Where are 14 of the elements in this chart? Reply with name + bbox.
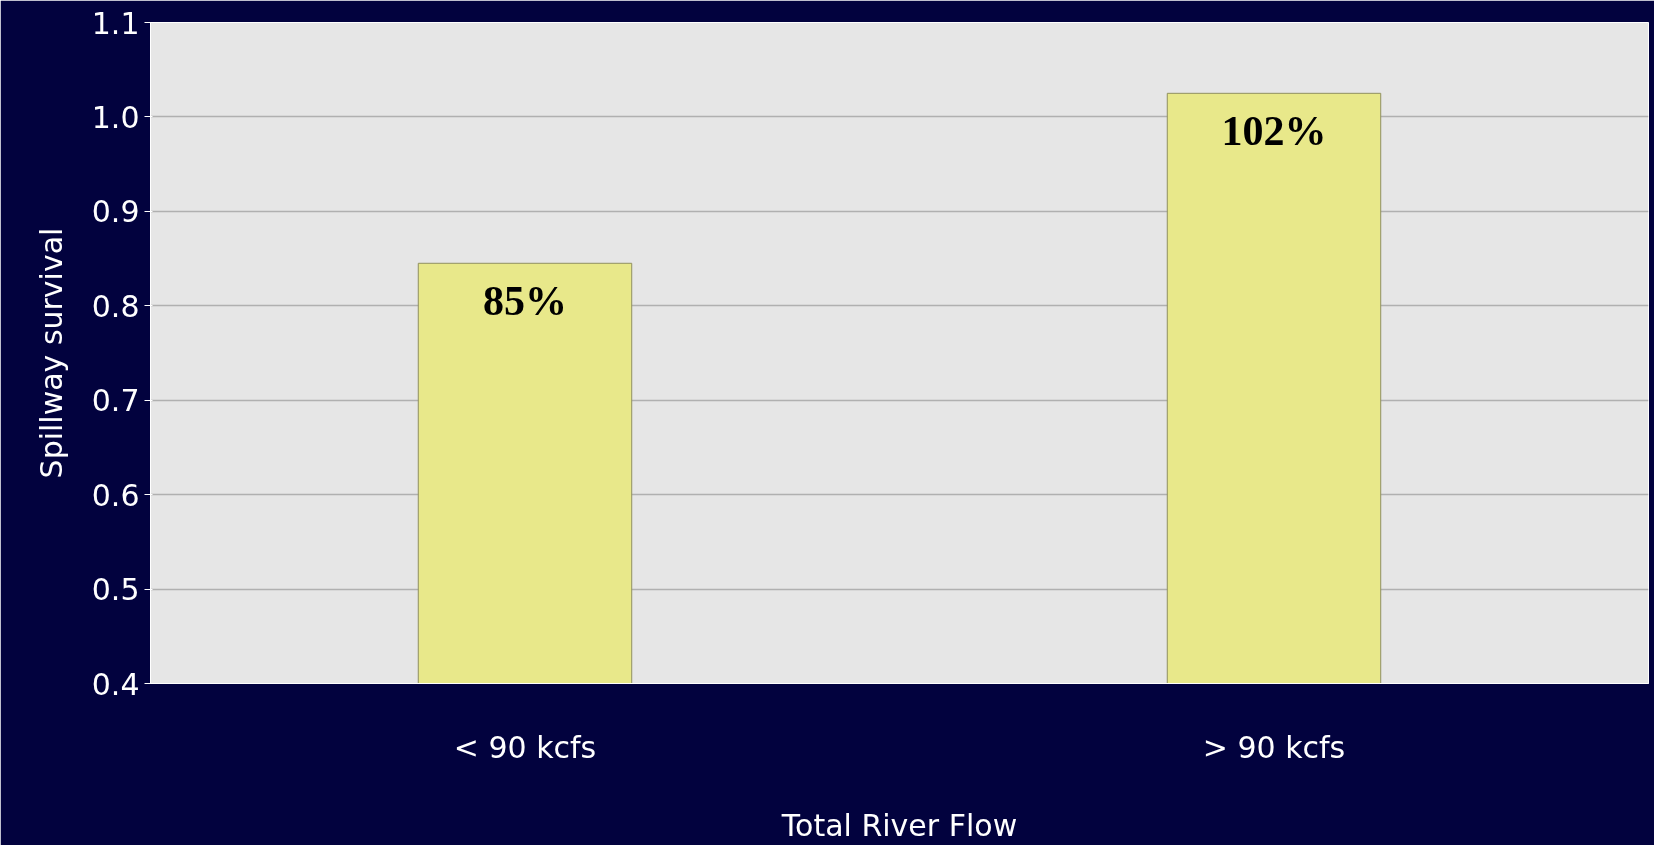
x-tick-label: < 90 kcfs	[453, 729, 597, 765]
data-label: 85%	[483, 278, 567, 325]
y-tick-label: 0.9	[91, 194, 140, 230]
x-axis-title: Total River Flow	[780, 807, 1018, 843]
y-tick-label: 1.1	[91, 5, 140, 41]
y-tick-label: 0.5	[91, 572, 140, 608]
x-tick-label: > 90 kcfs	[1202, 729, 1346, 765]
y-tick-label: 0.4	[91, 666, 140, 702]
y-tick-label: 0.6	[91, 477, 140, 513]
y-tick-label: 0.8	[91, 288, 140, 324]
y-axis-title: Spillway survival	[33, 227, 69, 479]
y-tick-label: 0.7	[91, 383, 140, 419]
data-label: 102%	[1221, 108, 1327, 155]
y-tick-label: 1.0	[91, 99, 140, 135]
